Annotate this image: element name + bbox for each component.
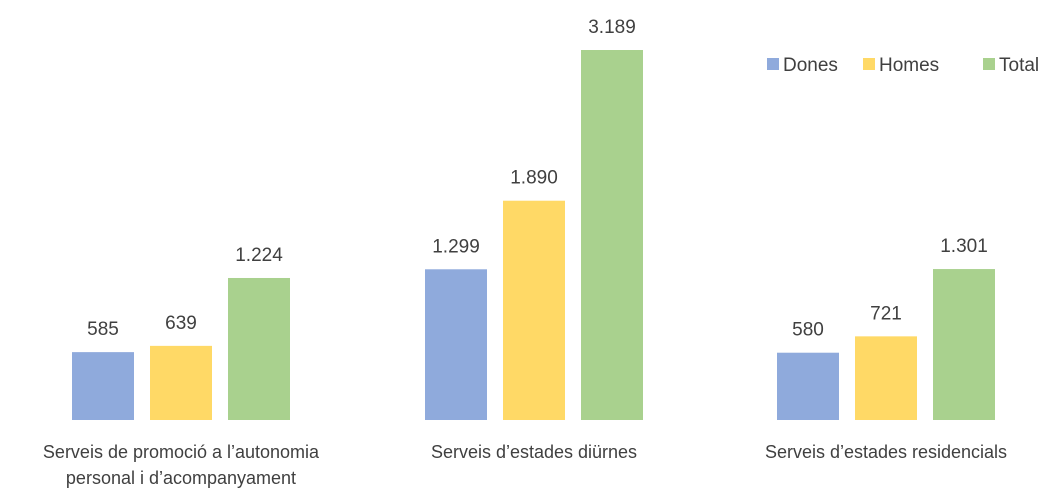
bar-homes-0 <box>150 345 212 420</box>
value-label-homes-2: 721 <box>870 303 902 324</box>
legend-swatch-dones <box>767 58 779 70</box>
value-label-homes-0: 639 <box>165 313 197 334</box>
category-label-1-line-0: Serveis d’estades diürnes <box>431 442 637 462</box>
value-label-dones-2: 580 <box>792 320 824 341</box>
value-label-dones-0: 585 <box>87 319 119 340</box>
value-labels-group: 585 639 1.224 1.299 1.890 3.189 580 721 1.301 <box>87 17 988 341</box>
bar-total-2 <box>933 269 995 420</box>
value-label-total-2: 1.301 <box>940 236 988 257</box>
bar-total-0 <box>228 277 290 420</box>
value-label-total-1: 3.189 <box>588 17 636 38</box>
bar-dones-0 <box>72 352 134 420</box>
bar-homes-2 <box>855 336 917 420</box>
bar-homes-1 <box>503 200 565 420</box>
category-labels-group: Serveis de promoció a l’autonomia persona… <box>43 442 1007 488</box>
value-label-dones-1: 1.299 <box>432 236 480 257</box>
category-label-2-line-0: Serveis d’estades residencials <box>765 442 1007 462</box>
category-label-0-line-1: personal i d’acompanyament <box>66 468 296 488</box>
value-label-total-0: 1.224 <box>235 245 283 266</box>
legend-label-homes: Homes <box>879 55 939 76</box>
bar-total-1 <box>581 50 643 420</box>
legend-swatch-total <box>983 58 995 70</box>
legend-label-total: Total <box>999 55 1039 76</box>
bars-group <box>72 50 995 420</box>
bar-dones-1 <box>425 269 487 420</box>
bar-dones-2 <box>777 352 839 420</box>
category-label-0-line-0: Serveis de promoció a l’autonomia <box>43 442 320 462</box>
legend: Dones Homes Total <box>767 55 1039 76</box>
legend-swatch-homes <box>863 58 875 70</box>
value-label-homes-1: 1.890 <box>510 168 558 189</box>
legend-label-dones: Dones <box>783 55 838 76</box>
